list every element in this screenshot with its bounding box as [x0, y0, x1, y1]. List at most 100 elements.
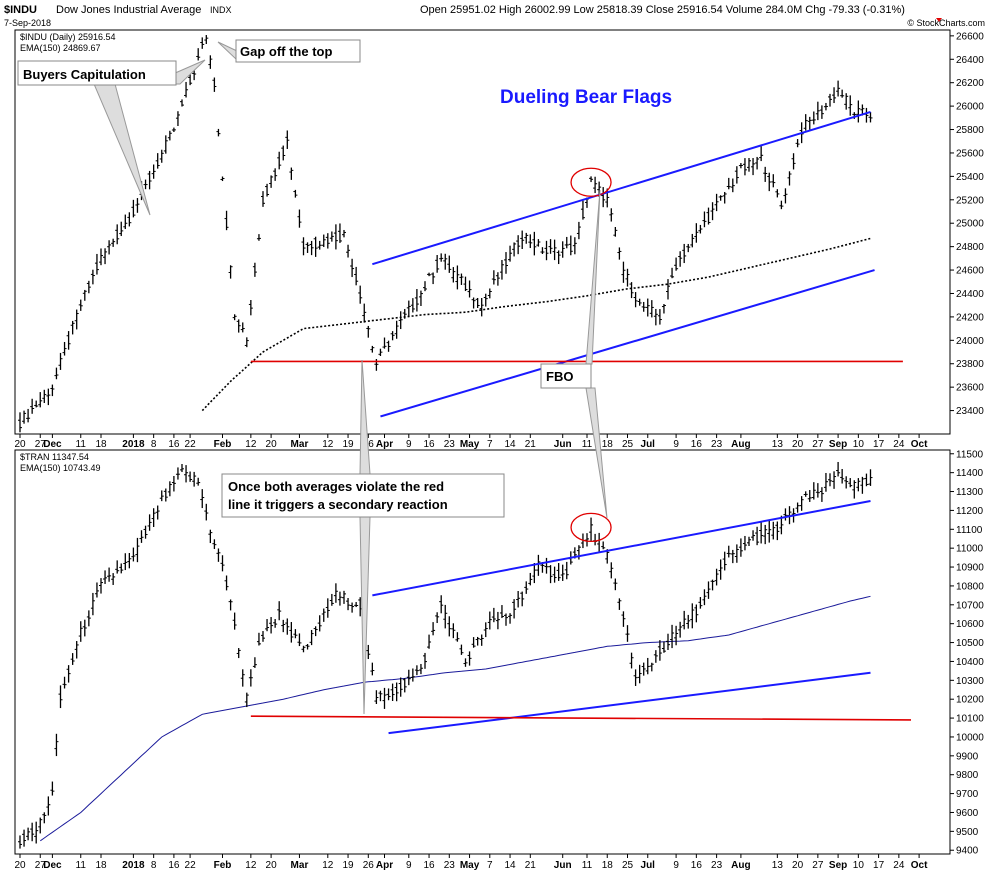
top-trendlines	[250, 111, 903, 418]
down-arrow-icon	[936, 18, 942, 22]
top-x-tick-label: Oct	[911, 439, 928, 450]
gap-label: Gap off the top	[240, 44, 332, 59]
gap-box	[235, 39, 361, 63]
note-line-1: Once both averages violate the red	[228, 479, 444, 494]
bottom-legend-price: $TRAN 11347.54	[20, 452, 89, 462]
bottom-price-bars	[18, 461, 873, 849]
bottom-x-tick-label: 11	[582, 860, 593, 871]
fbo-callout: FBO	[540, 189, 608, 519]
bottom-x-tick-label: 14	[504, 860, 516, 871]
top-ema	[201, 237, 871, 412]
top-panel: 23400 23600 23800 24000 24200 24400 24600 24800…	[14, 29, 984, 435]
top-x-tick-label: 9	[406, 439, 412, 450]
top-y-tick-label: 24200	[956, 312, 984, 323]
top-y-tick-label: 24000	[956, 336, 984, 347]
annotations: Dueling Bear Flags Buyers Capitulation G…	[17, 39, 672, 715]
top-x-tick-label: 23	[444, 439, 456, 450]
top-y-tick-label: 23400	[956, 406, 984, 417]
bottom-x-tick-label: 7	[487, 860, 493, 871]
note-pointer-up	[359, 359, 371, 475]
top-x-tick-label: 16	[691, 439, 703, 450]
bottom-legend-ema: EMA(150) 10743.49	[20, 463, 101, 473]
top-y-tick-label: 25600	[956, 148, 984, 159]
top-x-tick-label: Sep	[829, 439, 847, 450]
bottom-x-tick-label: 17	[873, 860, 885, 871]
bottom-x-tick-label: 11	[76, 860, 87, 871]
bottom-x-tick-label: Oct	[911, 860, 928, 871]
bottom-y-tick-label: 11300	[956, 487, 984, 498]
top-lower-trendline	[380, 269, 875, 418]
bottom-y-tick-label: 11100	[956, 525, 983, 536]
bottom-y-axis: 9400 9500 9600 9700 9800 9900 10000 10100 10200 1…	[950, 449, 984, 857]
top-panel-frame	[14, 29, 951, 435]
bottom-support-line	[250, 715, 912, 721]
bottom-x-tick-label: 27	[35, 860, 47, 871]
fbo-pointer-down	[585, 387, 608, 519]
bottom-panel-frame	[14, 449, 951, 855]
top-x-tick-label: 11	[582, 439, 593, 450]
top-y-axis: 23400 23600 23800 24000 24200 24400 24600 24800…	[950, 31, 984, 417]
top-x-tick-label: 18	[602, 439, 614, 450]
bottom-y-tick-label: 10000	[956, 732, 984, 743]
header: $INDU Dow Jones Industrial Average INDX …	[4, 4, 985, 28]
bottom-x-tick-label: 20	[792, 860, 804, 871]
top-x-tick-label: Mar	[291, 439, 309, 450]
top-y-tick-label: 26000	[956, 102, 984, 113]
bottom-x-tick-label: 13	[772, 860, 784, 871]
top-x-tick-label: 18	[95, 439, 107, 450]
bottom-x-tick-label: Mar	[291, 860, 309, 871]
bottom-x-tick-label: Feb	[214, 860, 232, 871]
bottom-highlight-circle	[570, 512, 612, 543]
gap-pointer	[217, 41, 238, 62]
top-x-tick-label: 22	[185, 439, 197, 450]
bottom-x-tick-label: 24	[893, 860, 905, 871]
top-upper-trendline	[372, 111, 871, 266]
bottom-x-tick-label: 9	[406, 860, 412, 871]
callout-pointer	[93, 83, 151, 216]
bottom-y-tick-label: 10300	[956, 676, 984, 687]
top-x-tick-label: May	[460, 439, 480, 450]
top-x-tick-label: Aug	[731, 439, 750, 450]
bottom-x-tick-label: Aug	[731, 860, 750, 871]
top-x-tick-label: 20	[14, 439, 26, 450]
top-y-tick-label: 26600	[956, 31, 984, 42]
bottom-ema	[40, 595, 871, 842]
bottom-x-tick-label: 18	[95, 860, 107, 871]
top-x-tick-label: 7	[487, 439, 493, 450]
header-exchange: INDX	[210, 5, 232, 15]
top-x-tick-label: 17	[873, 439, 885, 450]
bottom-y-tick-label: 10400	[956, 657, 984, 668]
bottom-y-tick-label: 9700	[956, 789, 979, 800]
header-watermark: © StockCharts.com	[907, 18, 985, 28]
bottom-x-tick-label: Jun	[554, 860, 572, 871]
top-y-tick-label: 25000	[956, 219, 984, 230]
bottom-panel: 9400 9500 9600 9700 9800 9900 10000 10100 10200 1…	[14, 449, 984, 857]
top-x-tick-label: 20	[792, 439, 804, 450]
top-x-tick-label: 11	[76, 439, 87, 450]
bottom-x-tick-label: Jul	[641, 860, 656, 871]
bottom-x-tick-label: 16	[423, 860, 435, 871]
top-legend-price: $INDU (Daily) 25916.54	[20, 32, 116, 42]
bottom-y-tick-label: 10200	[956, 695, 984, 706]
bottom-y-tick-label: 11500	[956, 449, 984, 460]
header-date: 7-Sep-2018	[4, 18, 51, 28]
gap-callout: Gap off the top	[217, 39, 361, 63]
buyers-capitulation-callout: Buyers Capitulation	[17, 59, 206, 216]
top-x-tick-label: Feb	[214, 439, 232, 450]
header-ohlc: Open 25951.02 High 26002.99 Low 25818.39…	[420, 4, 905, 16]
fbo-box	[540, 363, 592, 389]
bottom-x-tick-label: 20	[14, 860, 26, 871]
bottom-y-tick-label: 10600	[956, 619, 984, 630]
top-x-tick-label: 27	[35, 439, 47, 450]
top-x-tick-label: 20	[266, 439, 278, 450]
bottom-y-tick-label: 11000	[956, 544, 984, 555]
fbo-label: FBO	[546, 369, 573, 384]
top-y-tick-label: 25400	[956, 172, 984, 183]
bottom-ema-line	[40, 595, 871, 842]
fbo-pointer-up	[585, 189, 601, 365]
top-x-tick-label: 2018	[122, 439, 145, 450]
bottom-y-tick-label: 10800	[956, 581, 984, 592]
chart-title: Dueling Bear Flags	[500, 87, 672, 108]
top-x-tick-label: 24	[893, 439, 905, 450]
buyers-capitulation-label: Buyers Capitulation	[23, 67, 146, 82]
